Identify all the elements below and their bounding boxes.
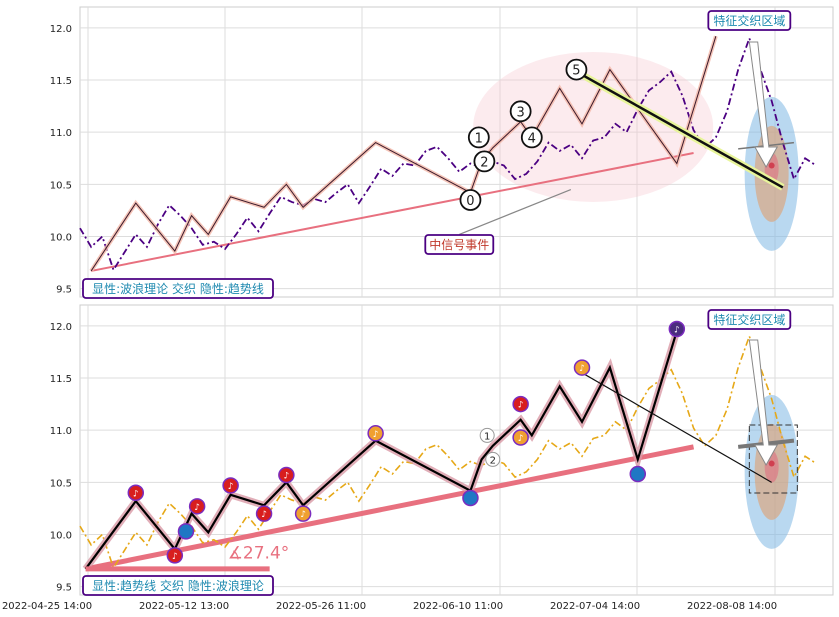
y-tick-label: 11.0 xyxy=(50,426,72,437)
annotation-text: 中信号事件 xyxy=(429,237,489,252)
wave-point-marker xyxy=(565,58,588,81)
y-tick-label: 11.5 xyxy=(50,374,72,385)
x-tick-label: 2022-08-08 14:00 xyxy=(687,601,777,612)
feature-point xyxy=(768,162,775,169)
projection-line xyxy=(581,372,772,483)
signal-marker-glyph: ♪ xyxy=(172,552,178,562)
x-tick-label: 2022-05-12 13:00 xyxy=(139,601,229,612)
signal-marker-glyph: ♪ xyxy=(284,472,290,482)
x-tick-label: 2022-06-10 11:00 xyxy=(413,601,503,612)
x-axis: 2022-04-25 14:00 2022-05-12 13:00 2022-05-… xyxy=(2,601,777,612)
wave-line xyxy=(90,36,717,272)
annotation-box xyxy=(707,10,792,31)
signal-marker-glyph: ♪ xyxy=(373,430,379,440)
signal-marker-glyph: ♪ xyxy=(194,503,200,513)
wave-point-label: 3 xyxy=(517,105,525,120)
wave-point-label: 5 xyxy=(572,64,580,79)
wave-point-marker xyxy=(485,451,501,467)
feature-point xyxy=(768,460,775,467)
signal-marker-glyph: ♪ xyxy=(518,401,524,411)
annotation-box xyxy=(82,278,274,299)
x-tick-label: 2022-05-26 11:00 xyxy=(276,601,366,612)
bottom-chart-panel: 9.5 10.0 10.5 11.0 11.5 12.0 1 2 ♪ ♪ ♪ ♪ ♪ ♪ ♪ ♪ ♪ ♪ ♪ ♪ 特征交… xyxy=(50,304,834,596)
signal-marker-glyph: ♪ xyxy=(261,510,267,520)
y-tick-label: 9.5 xyxy=(56,285,72,296)
wave-point-label: 1 xyxy=(484,431,490,442)
signal-marker xyxy=(512,395,529,413)
signal-marker xyxy=(367,425,384,442)
wave-line xyxy=(84,330,678,570)
y-tick-label: 10.5 xyxy=(50,478,72,489)
signal-marker xyxy=(188,498,206,515)
y-tick-label: 11.5 xyxy=(50,76,72,87)
annotation-text: 显性:波浪理论 交织 隐性:趋势线 xyxy=(92,281,264,296)
signal-marker xyxy=(255,505,273,522)
annotation-box xyxy=(707,309,792,330)
wave-point-label: 4 xyxy=(528,131,536,146)
feature-zone-arrow xyxy=(748,339,779,467)
signal-marker xyxy=(127,484,145,502)
wave-point-marker xyxy=(479,427,495,443)
signal-marker-glyph: ♪ xyxy=(518,434,524,444)
wave-point-label: 0 xyxy=(466,194,474,209)
interaction-zone-ellipse xyxy=(473,51,714,202)
y-tick-label: 11.0 xyxy=(50,128,72,139)
y-tick-label: 9.5 xyxy=(56,583,72,594)
signal-marker xyxy=(294,505,312,522)
signal-marker xyxy=(573,359,591,376)
annotation-box xyxy=(424,234,495,255)
wave-point-marker xyxy=(509,100,532,123)
wave-point-marker xyxy=(473,150,496,173)
plot-area xyxy=(79,304,834,596)
trendline xyxy=(90,152,694,272)
y-tick-label: 10.0 xyxy=(50,232,72,243)
signal-marker xyxy=(462,489,479,507)
angle-label: ∡27.4° xyxy=(228,543,290,563)
y-tick-label: 10.0 xyxy=(50,530,72,541)
price-series-line xyxy=(79,35,817,272)
x-tick-label: 2022-07-04 14:00 xyxy=(550,601,640,612)
signal-marker xyxy=(166,547,184,564)
annotation-text: 特征交织区域 xyxy=(713,312,785,327)
signal-marker-glyph: ♪ xyxy=(674,325,680,335)
signal-marker-glyph: ♪ xyxy=(133,489,139,499)
signal-marker xyxy=(668,320,686,338)
signal-marker xyxy=(222,477,239,494)
signal-marker-glyph: ♪ xyxy=(579,364,585,374)
y-tick-label: 12.0 xyxy=(50,24,72,35)
signal-marker xyxy=(177,523,195,540)
wave-point-label: 2 xyxy=(490,455,496,466)
annotation-box xyxy=(82,575,274,596)
annotation-text: 显性:趋势线 交织 隐性:波浪理论 xyxy=(92,578,264,593)
signal-marker xyxy=(512,429,529,446)
signal-marker xyxy=(629,465,647,483)
feature-zone-arrow xyxy=(748,41,779,169)
wave-point-marker xyxy=(467,126,490,149)
top-chart-panel: 9.5 10.0 10.5 11.0 11.5 12.0 0 1 2 34 5 特征交织区域中信号事件… xyxy=(50,6,834,299)
y-tick-label: 12.0 xyxy=(50,322,72,333)
x-tick-label: 2022-04-25 14:00 xyxy=(2,601,92,612)
annotation-text: 特征交织区域 xyxy=(713,13,785,28)
signal-marker-glyph: ♪ xyxy=(228,482,234,492)
price-series-line xyxy=(79,333,817,570)
projection-line xyxy=(575,70,784,189)
wave-point-marker xyxy=(459,189,482,211)
y-tick-label: 10.5 xyxy=(50,180,72,191)
wave-point-label: 2 xyxy=(480,155,488,170)
event-arrow xyxy=(459,188,572,235)
trendline xyxy=(85,444,695,572)
wave-point-marker xyxy=(520,126,543,149)
wave-point-label: 1 xyxy=(475,131,483,146)
feature-box xyxy=(748,424,798,494)
signal-marker-glyph: ♪ xyxy=(300,510,306,520)
signal-marker xyxy=(278,466,295,484)
